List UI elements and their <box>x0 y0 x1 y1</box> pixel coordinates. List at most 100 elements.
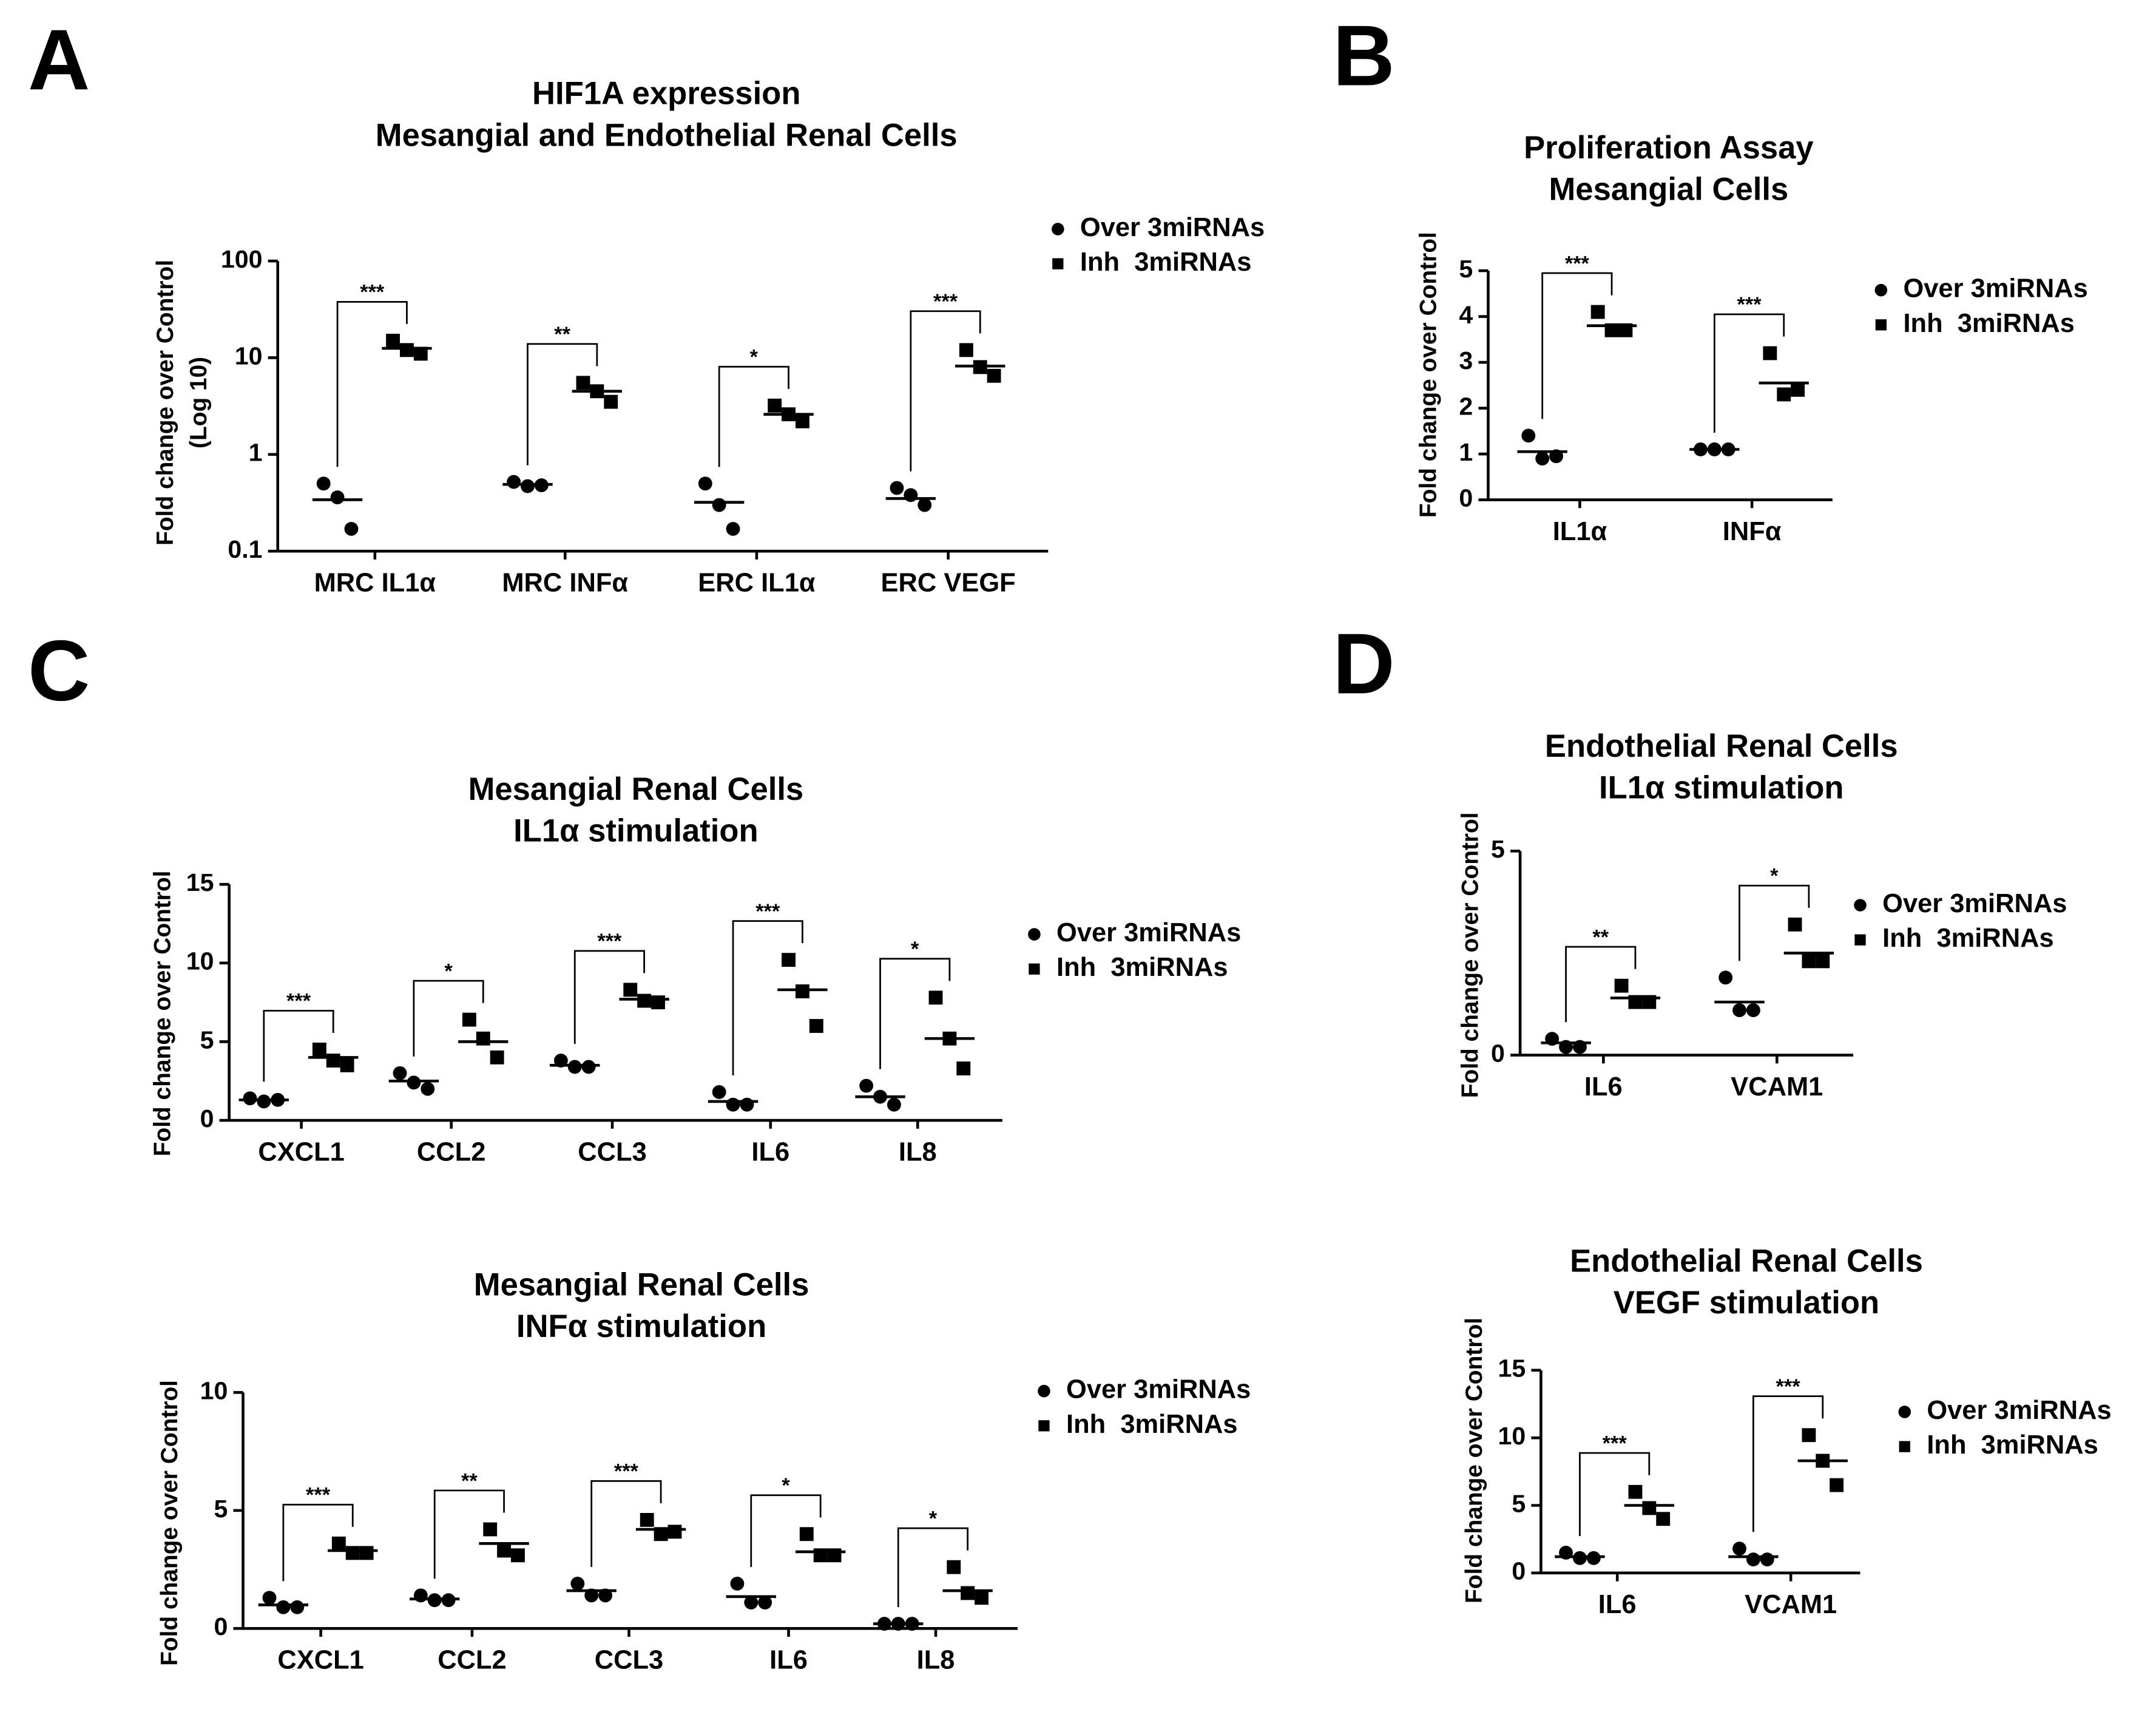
point <box>1628 1484 1643 1499</box>
chart-title: Endothelial Renal Cells <box>1545 728 1898 764</box>
significance-bracket <box>282 1503 354 1582</box>
point <box>1763 346 1777 360</box>
x-tick-label: VCAM1 <box>1731 1072 1823 1102</box>
x-tick-label: IL6 <box>1584 1072 1623 1102</box>
point <box>712 1085 726 1099</box>
x-tick-label: IL6 <box>751 1137 789 1166</box>
panel-letter: C <box>28 623 90 719</box>
significance-bracket <box>910 310 981 472</box>
panel-letter: B <box>1333 8 1394 104</box>
x-tick-label: CCL3 <box>578 1137 646 1166</box>
x-tick-label: CCL2 <box>438 1646 506 1675</box>
x-tick-label: CXCL1 <box>277 1646 363 1675</box>
chart-title: Endothelial Renal Cells <box>1570 1244 1923 1279</box>
significance-bracket <box>433 1489 505 1579</box>
point <box>413 347 428 361</box>
point <box>987 368 1001 383</box>
y-axis-label: Fold change over Control <box>149 870 175 1156</box>
significance-bracket <box>573 950 646 1044</box>
x-tick-label: IL6 <box>769 1646 808 1675</box>
point <box>1816 954 1830 969</box>
y-tick-label: 0 <box>214 1613 228 1640</box>
point <box>890 481 904 495</box>
point <box>744 1596 759 1609</box>
point <box>507 475 521 489</box>
point <box>1642 1501 1657 1515</box>
y-axis-label: Fold change over Control <box>152 260 178 546</box>
y-tick-label: 15 <box>186 868 214 896</box>
point <box>959 343 973 357</box>
y-tick-label: 0.1 <box>228 535 262 563</box>
point <box>795 414 809 428</box>
y-tick-label: 3 <box>1459 347 1473 374</box>
point <box>726 522 740 536</box>
significance-label: *** <box>755 900 780 923</box>
significance-bracket <box>750 1494 822 1567</box>
point <box>359 1546 374 1560</box>
x-tick-label: INFα <box>1723 517 1782 546</box>
point <box>330 490 345 504</box>
significance-bracket <box>1579 1452 1651 1536</box>
point <box>393 1066 407 1080</box>
significance-bracket <box>590 1480 662 1567</box>
chart-title: Mesangial Renal Cells <box>468 771 804 807</box>
point <box>768 398 782 413</box>
significance-label: *** <box>597 930 622 953</box>
point <box>345 1546 360 1560</box>
point <box>1535 452 1550 466</box>
x-tick-label: IL8 <box>917 1646 955 1675</box>
y-tick-label: 1 <box>1459 438 1473 466</box>
y-tick-label: 0 <box>1512 1557 1526 1585</box>
y-axis-label: (Log 10) <box>186 357 212 448</box>
point <box>386 333 400 348</box>
x-tick-label: ERC IL1α <box>698 569 816 598</box>
point <box>667 1525 682 1539</box>
legend-label: Over 3miRNAs <box>1903 274 2087 303</box>
chart-title: Mesangial and Endothelial Renal Cells <box>376 117 958 153</box>
significance-label: * <box>1770 865 1779 888</box>
chart-title: VEGF stimulation <box>1614 1285 1879 1321</box>
significance-label: *** <box>1565 252 1590 275</box>
legend-marker <box>1898 1406 1911 1418</box>
significance-bracket <box>1565 946 1637 1023</box>
legend-marker <box>1038 1384 1050 1398</box>
significance-label: ** <box>461 1469 478 1492</box>
point <box>947 1560 961 1574</box>
significance-label: *** <box>614 1460 639 1483</box>
x-tick-label: IL6 <box>1598 1590 1637 1619</box>
legend-label: Inh 3miRNAs <box>1927 1430 2098 1460</box>
significance-bracket <box>413 980 484 1057</box>
point <box>257 1094 271 1109</box>
point <box>604 394 618 409</box>
legend-label: Inh 3miRNAs <box>1903 309 2075 338</box>
significance-label: *** <box>286 990 311 1013</box>
legend-marker <box>1038 1420 1050 1432</box>
point <box>316 476 331 491</box>
y-tick-label: 10 <box>1498 1422 1526 1450</box>
significance-label: *** <box>1603 1432 1627 1455</box>
point <box>1788 917 1802 932</box>
x-tick-label: MRC INFα <box>502 569 628 598</box>
x-tick-label: IL1α <box>1553 517 1607 546</box>
y-tick-label: 0 <box>1491 1039 1505 1067</box>
point <box>809 1019 823 1033</box>
y-tick-label: 5 <box>1512 1489 1526 1517</box>
point <box>637 993 652 1008</box>
point <box>740 1097 754 1112</box>
point <box>1777 387 1791 402</box>
legend-marker <box>1874 283 1888 297</box>
significance-bracket <box>718 365 789 467</box>
significance-bracket <box>1752 1395 1824 1532</box>
legend-label: Over 3miRNAs <box>1066 1375 1251 1404</box>
significance-bracket <box>732 920 803 1075</box>
point <box>326 1054 340 1068</box>
y-tick-label: 2 <box>1459 392 1473 420</box>
point <box>956 1061 971 1075</box>
significance-bracket <box>336 300 408 467</box>
y-tick-label: 15 <box>1498 1355 1526 1382</box>
y-tick-label: 5 <box>1459 255 1473 283</box>
chart-title: IL1α stimulation <box>513 813 759 848</box>
significance-label: *** <box>1737 293 1762 316</box>
legend-label: Inh 3miRNAs <box>1882 924 2054 953</box>
